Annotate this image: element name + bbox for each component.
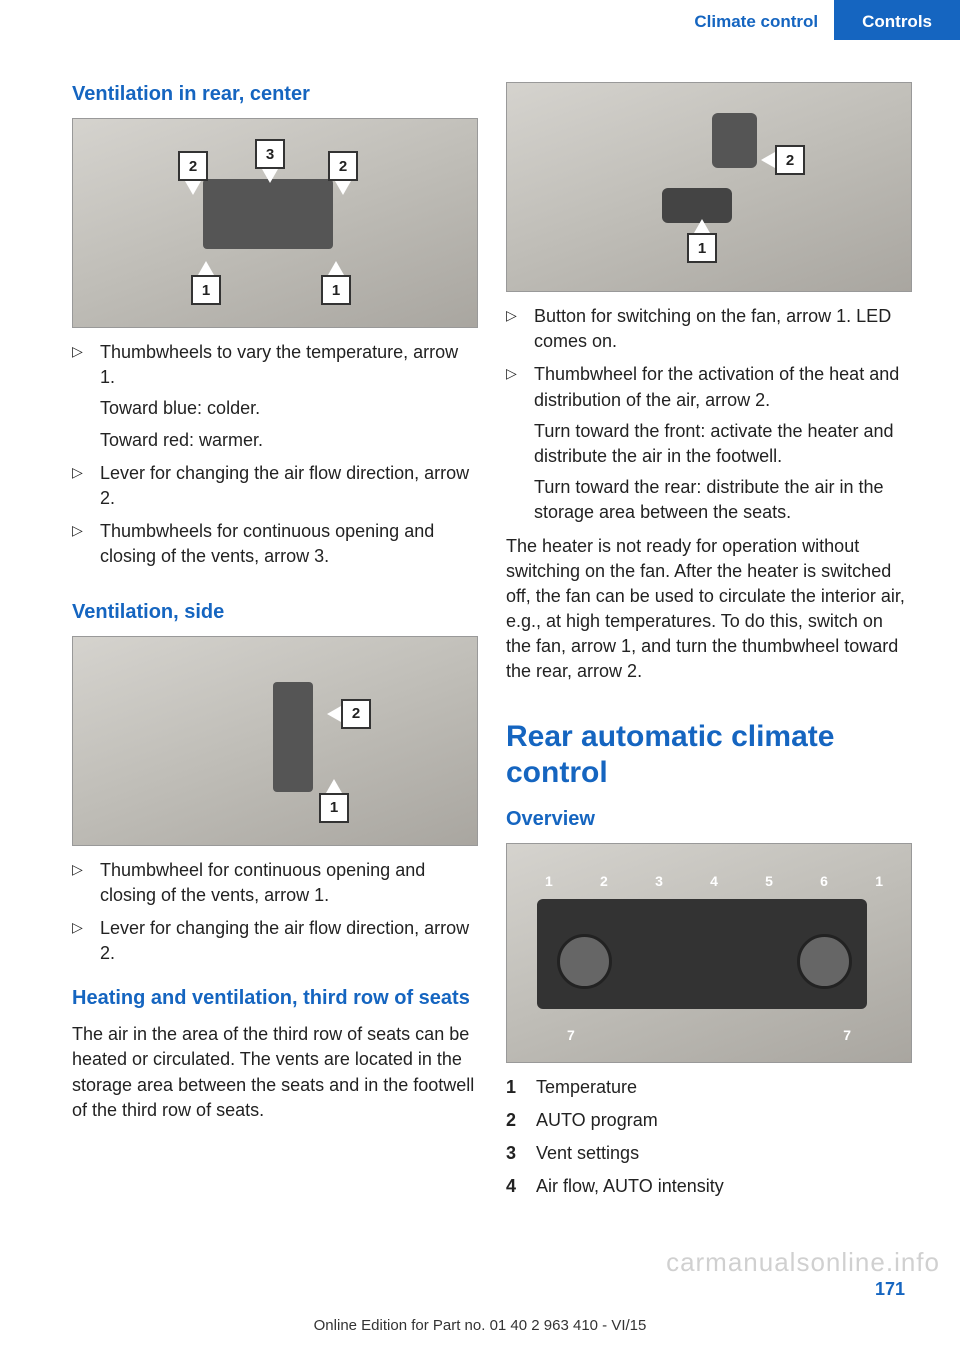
page-content: Ventilation in rear, center 23211 Thumbw… [0, 40, 960, 1207]
legend-text: Vent settings [536, 1141, 639, 1166]
panel-index-label: 7 [843, 1026, 851, 1046]
list-item: Lever for changing the air flow directio… [72, 461, 478, 511]
right-column: 12 Button for switching on the fan, arro… [506, 80, 912, 1207]
left-column: Ventilation in rear, center 23211 Thumbw… [72, 80, 478, 1207]
list-item: Thumbwheel for continuous opening and cl… [72, 858, 478, 908]
watermark: carmanualsonline.info [666, 1244, 940, 1280]
legend-item: 4Air flow, AUTO intensity [506, 1174, 912, 1199]
heading-ventilation-rear-center: Ventilation in rear, center [72, 80, 478, 108]
callout-label: 1 [321, 275, 351, 305]
heading-overview: Overview [506, 805, 912, 833]
figure-third-row-controls: 12 [506, 82, 912, 292]
page-header: Climate control Controls [0, 0, 960, 40]
heading-ventilation-side: Ventilation, side [72, 598, 478, 626]
breadcrumb: Climate control [694, 0, 834, 40]
figure-rear-center-vents: 2 3 2 1 1 [72, 118, 478, 328]
list-item: Thumbwheel for the activation of the hea… [506, 362, 912, 525]
callout-label: 2 [328, 151, 358, 181]
panel-index-label: 5 [765, 872, 773, 892]
list-rear-center: Thumbwheels to vary the temperature, arr… [72, 340, 478, 570]
panel-index-label: 1 [545, 872, 553, 892]
callout-label: 3 [255, 139, 285, 169]
figure-side-vents: 21 [72, 636, 478, 846]
panel-index-label: 1 [875, 872, 883, 892]
panel-index-label: 7 [567, 1026, 575, 1046]
callout-label: 1 [687, 233, 717, 263]
page-number: 171 [875, 1277, 905, 1302]
callout-label: 1 [319, 793, 349, 823]
list-item: Button for switching on the fan, arrow 1… [506, 304, 912, 354]
legend-item: 3Vent settings [506, 1141, 912, 1166]
legend-text: Air flow, AUTO intensity [536, 1174, 724, 1199]
legend-item: 2AUTO program [506, 1108, 912, 1133]
legend-number: 1 [506, 1075, 536, 1100]
callout-label: 2 [178, 151, 208, 181]
callout-label: 1 [191, 275, 221, 305]
legend-text: Temperature [536, 1075, 637, 1100]
callout-label: 2 [341, 699, 371, 729]
figure-rear-climate-panel: 1 2 3 4 5 6 1 7 7 [506, 843, 912, 1063]
callout-label: 2 [775, 145, 805, 175]
legend-item: 1Temperature [506, 1075, 912, 1100]
panel-index-label: 3 [655, 872, 663, 892]
legend-number: 3 [506, 1141, 536, 1166]
footer-line: Online Edition for Part no. 01 40 2 963 … [0, 1315, 960, 1336]
list-item: Thumbwheels to vary the temperature, arr… [72, 340, 478, 453]
legend-overview: 1Temperature2AUTO program3Vent settings4… [506, 1075, 912, 1200]
legend-number: 4 [506, 1174, 536, 1199]
legend-text: AUTO program [536, 1108, 658, 1133]
list-side: Thumbwheel for continuous opening and cl… [72, 858, 478, 967]
panel-index-label: 4 [710, 872, 718, 892]
panel-index-label: 6 [820, 872, 828, 892]
list-item: Thumbwheels for continuous opening and c… [72, 519, 478, 569]
body-heater-note: The heater is not ready for operation wi… [506, 534, 912, 685]
legend-number: 2 [506, 1108, 536, 1133]
section-tab: Controls [834, 0, 960, 40]
panel-index-label: 2 [600, 872, 608, 892]
list-item: Lever for changing the air flow directio… [72, 916, 478, 966]
list-third-row-controls: Button for switching on the fan, arrow 1… [506, 304, 912, 526]
body-third-row: The air in the area of the third row of … [72, 1022, 478, 1123]
heading-third-row: Heating and ventilation, third row of se… [72, 984, 478, 1012]
heading-rear-auto-climate: Rear automatic climate control [506, 719, 912, 791]
